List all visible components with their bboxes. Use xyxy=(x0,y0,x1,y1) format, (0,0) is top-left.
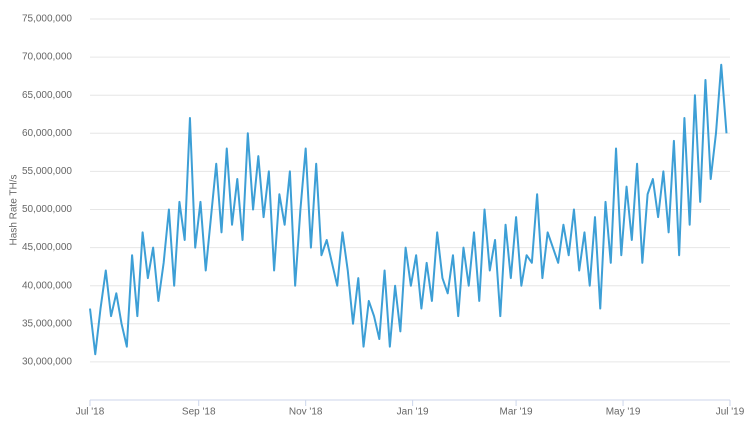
x-tick-label: Mar '19 xyxy=(500,407,533,418)
y-tick-label: 75,000,000 xyxy=(22,14,72,25)
x-tick-label: Jul '19 xyxy=(716,407,745,418)
y-tick-label: 40,000,000 xyxy=(22,280,72,291)
y-tick-label: 30,000,000 xyxy=(22,357,72,368)
y-tick-label: 70,000,000 xyxy=(22,52,72,63)
y-tick-label: 55,000,000 xyxy=(22,166,72,177)
x-tick-label: Nov '18 xyxy=(289,407,323,418)
x-tick-label: Jul '18 xyxy=(76,407,105,418)
x-tick-label: Jan '19 xyxy=(397,407,429,418)
x-tick-label: Sep '18 xyxy=(182,407,216,418)
y-tick-label: 35,000,000 xyxy=(22,318,72,329)
series-line xyxy=(89,63,728,356)
y-axis-title: Hash Rate TH/s xyxy=(9,175,20,246)
y-tick-label: 45,000,000 xyxy=(22,242,72,253)
y-tick-label: 65,000,000 xyxy=(22,90,72,101)
x-tick-label: May '19 xyxy=(606,407,641,418)
y-tick-label: 60,000,000 xyxy=(22,128,72,139)
y-tick-label: 50,000,000 xyxy=(22,204,72,215)
